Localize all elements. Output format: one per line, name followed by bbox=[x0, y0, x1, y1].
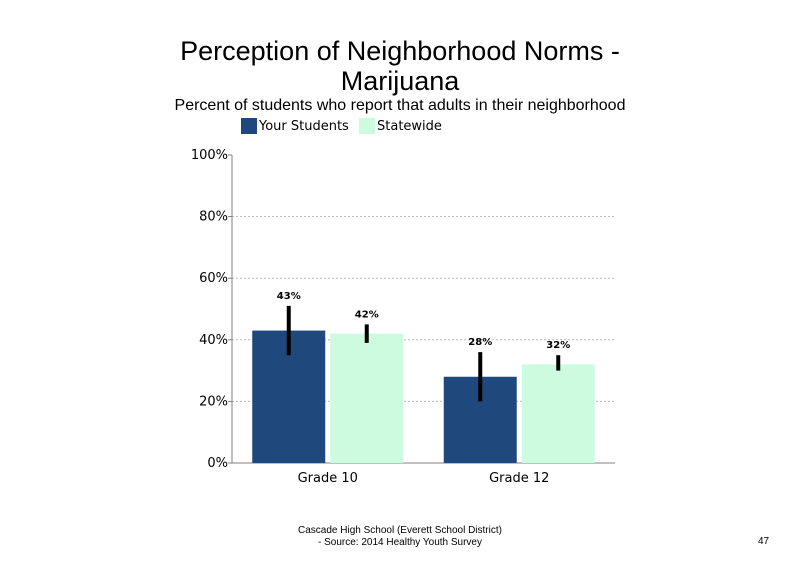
legend-swatch-your-students bbox=[241, 118, 257, 134]
chart-legend: Your Students Statewide bbox=[0, 118, 800, 136]
y-tick-label: 60% bbox=[199, 271, 228, 286]
chart-title-line-1: Perception of Neighborhood Norms - bbox=[180, 36, 620, 66]
chart-title-line-2: Marijuana bbox=[340, 66, 460, 96]
bar bbox=[330, 333, 404, 463]
y-tick-label: 20% bbox=[199, 394, 228, 409]
y-tick-label: 40% bbox=[199, 333, 228, 348]
chart-title: Perception of Neighborhood Norms - Marij… bbox=[100, 36, 700, 96]
data-label: 43% bbox=[277, 291, 301, 302]
data-label: 28% bbox=[468, 337, 492, 348]
y-tick-label: 0% bbox=[207, 456, 228, 471]
page-number: 47 bbox=[758, 536, 770, 547]
legend-label-your-students: Your Students bbox=[259, 118, 349, 134]
legend-item-statewide: Statewide bbox=[359, 118, 442, 134]
footer-line-2: - Source: 2014 Healthy Youth Survey bbox=[318, 537, 482, 548]
legend-label-statewide: Statewide bbox=[377, 118, 442, 134]
x-tick-label: Grade 12 bbox=[489, 471, 549, 486]
legend-item-your-students: Your Students bbox=[241, 118, 349, 134]
data-label: 42% bbox=[355, 309, 379, 320]
chart-subtitle: Percent of students who report that adul… bbox=[174, 97, 626, 114]
y-tick-label: 80% bbox=[199, 210, 228, 225]
legend-swatch-statewide bbox=[359, 118, 375, 134]
data-label: 32% bbox=[546, 340, 570, 351]
y-tick-label: 100% bbox=[191, 148, 228, 163]
footer-line-1: Cascade High School (Everett School Dist… bbox=[298, 525, 502, 536]
footer-source: Cascade High School (Everett School Dist… bbox=[200, 525, 600, 549]
bar bbox=[521, 364, 595, 463]
x-tick-label: Grade 10 bbox=[298, 471, 358, 486]
